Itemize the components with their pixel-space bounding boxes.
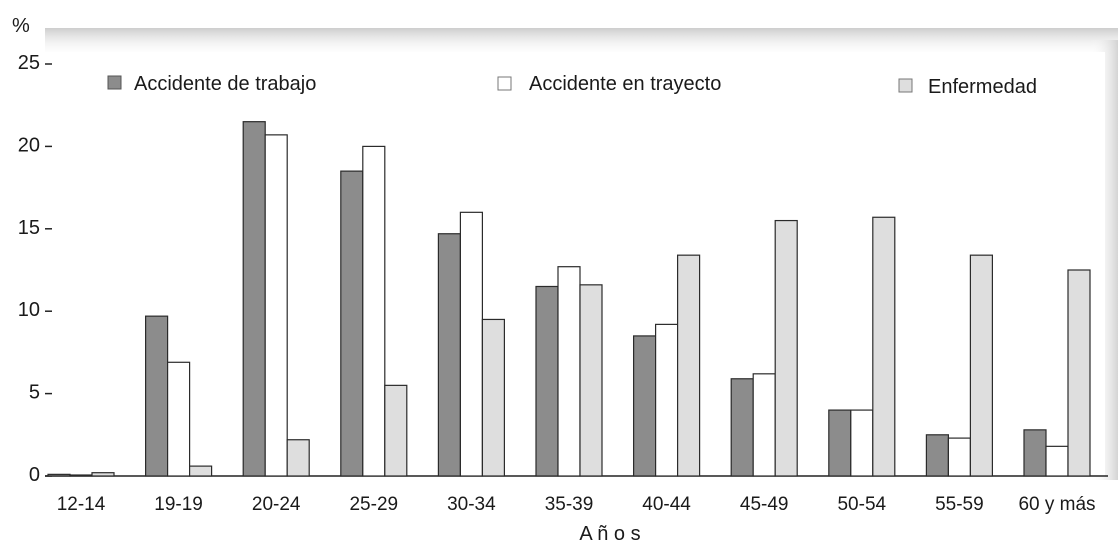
y-axis-title: % (12, 15, 30, 37)
y-tick-label: 20 (18, 134, 40, 156)
bar-enfermedad-7 (676, 254, 701, 477)
x-tick-label: 55-59 (935, 494, 984, 515)
x-tick-label: 60 y más (1018, 494, 1095, 515)
y-tick-label: 25 (18, 52, 40, 74)
bar-enfermedad-9 (872, 216, 896, 477)
bar-enfermedad-1 (91, 472, 115, 477)
bar-accidente-de-trabajo-1 (47, 473, 71, 477)
y-axis: 0 5 10 15 20 25 (18, 52, 52, 486)
bar-accidente-en-trayecto-4 (362, 145, 386, 477)
bar-accidente-en-trayecto-11 (1045, 445, 1069, 477)
bar-enfermedad-5 (481, 318, 505, 477)
bar-accidente-de-trabajo-8 (730, 378, 754, 477)
bar-enfermedad-3 (286, 439, 310, 477)
bar-enfermedad-6 (579, 284, 603, 477)
bar-accidente-de-trabajo-9 (828, 409, 852, 477)
x-axis: 12-14 19-19 20-24 25-29 30-34 35-39 40-44 45-49… (57, 494, 1096, 515)
x-tick-label: 25-29 (349, 494, 398, 515)
bar-accidente-de-trabajo-5 (437, 233, 461, 477)
legend-label-accidente-de-trabajo: Accidente de trabajo (134, 73, 316, 95)
bar-accidente-en-trayecto-8 (752, 373, 776, 477)
bar-accidente-en-trayecto-9 (850, 409, 874, 477)
bar-accidente-de-trabajo-7 (632, 335, 657, 477)
x-tick-label: 19-19 (154, 494, 203, 515)
legend-label-accidente-en-trayecto: Accidente en trayecto (529, 73, 721, 95)
bar-accidente-de-trabajo-10 (925, 434, 950, 477)
bar-accidente-de-trabajo-3 (242, 121, 266, 477)
bar-enfermedad-10 (969, 254, 994, 477)
bar-enfermedad-8 (774, 219, 798, 477)
bar-accidente-en-trayecto-7 (654, 323, 679, 477)
legend-item-enfermedad: Enfermedad (898, 76, 1037, 98)
bars (47, 121, 1091, 477)
x-tick-label: 40-44 (642, 494, 691, 515)
bar-accidente-en-trayecto-6 (557, 266, 581, 477)
bar-accidente-de-trabajo-4 (340, 170, 364, 477)
x-tick-label: 45-49 (740, 494, 789, 515)
bar-enfermedad-11 (1067, 269, 1091, 477)
bar-accidente-de-trabajo-11 (1023, 429, 1047, 477)
bar-accidente-en-trayecto-2 (167, 361, 191, 477)
y-tick-label: 5 (29, 382, 40, 404)
bar-enfermedad-4 (384, 384, 408, 477)
x-tick-label: 12-14 (57, 494, 106, 515)
legend-swatch-enfermedad (898, 78, 913, 93)
bar-accidente-en-trayecto-10 (947, 437, 972, 477)
y-tick-label: 0 (29, 464, 40, 486)
bar-accidente-en-trayecto-5 (459, 211, 483, 477)
y-tick-label: 10 (18, 299, 40, 321)
bar-accidente-de-trabajo-6 (535, 285, 559, 477)
x-tick-label: 20-24 (252, 494, 301, 515)
x-tick-label: 35-39 (545, 494, 594, 515)
x-tick-label: 30-34 (447, 494, 496, 515)
legend-item-accidente-de-trabajo: Accidente de trabajo (107, 73, 316, 95)
bar-enfermedad-2 (189, 465, 213, 477)
legend-label-enfermedad: Enfermedad (928, 76, 1037, 98)
legend-swatch-accidente-de-trabajo (107, 75, 122, 90)
bar-accidente-de-trabajo-2 (145, 315, 169, 477)
legend-item-accidente-en-trayecto: Accidente en trayecto (497, 73, 721, 95)
bar-accidente-en-trayecto-1 (69, 474, 93, 477)
y-tick-label: 15 (18, 217, 40, 239)
legend-swatch-accidente-en-trayecto (497, 76, 512, 91)
x-axis-title: A ñ o s (579, 523, 640, 544)
x-tick-label: 50-54 (837, 494, 886, 515)
bar-accidente-en-trayecto-3 (264, 134, 288, 477)
legend: Accidente de trabajo Accidente en trayec… (107, 73, 1037, 98)
